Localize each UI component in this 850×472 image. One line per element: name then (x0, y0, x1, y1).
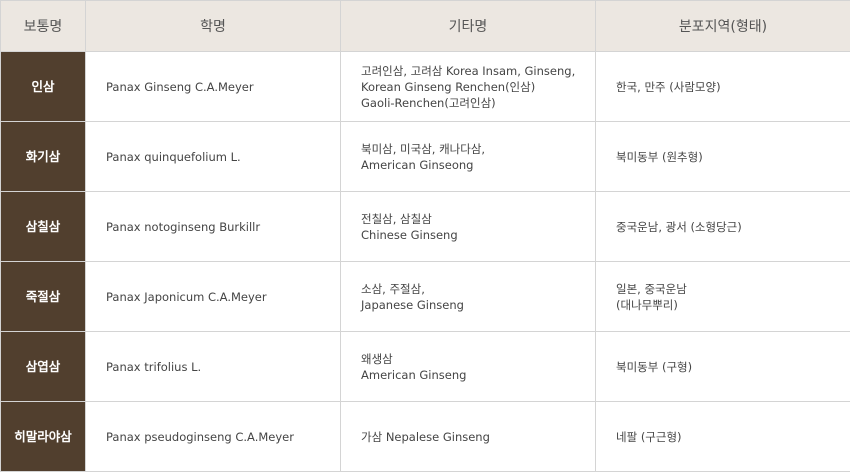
other-line: 고려인삼, 고려삼 Korea Insam, Ginseng, (361, 63, 595, 79)
other-cell: 가삼 Nepalese Ginseng (341, 402, 596, 472)
other-line: 전칠삼, 삼칠삼 (361, 211, 595, 227)
region-cell: 북미동부 (원추형) (596, 122, 850, 192)
other-line: Chinese Ginseng (361, 227, 595, 243)
scientific-name-cell: Panax trifolius L. (86, 332, 341, 402)
region-line: (대나무뿌리) (616, 297, 850, 313)
other-line: 소삼, 주절삼, (361, 281, 595, 297)
common-name-cell: 히말라야삼 (1, 402, 86, 472)
column-header: 보통명 (1, 1, 86, 52)
common-name-cell: 화기삼 (1, 122, 86, 192)
column-header: 기타명 (341, 1, 596, 52)
region-cell: 북미동부 (구형) (596, 332, 850, 402)
column-header: 분포지역(형태) (596, 1, 850, 52)
scientific-name-cell: Panax Japonicum C.A.Meyer (86, 262, 341, 332)
other-line: American Ginseng (361, 367, 595, 383)
other-line: 북미삼, 미국삼, 캐나다삼, (361, 141, 595, 157)
region-line: 한국, 만주 (사람모양) (616, 79, 850, 95)
scientific-name-cell: Panax quinquefolium L. (86, 122, 341, 192)
region-line: 북미동부 (구형) (616, 359, 850, 375)
common-name-cell: 삼엽삼 (1, 332, 86, 402)
other-line: 가삼 Nepalese Ginseng (361, 429, 595, 445)
region-cell: 일본, 중국운남(대나무뿌리) (596, 262, 850, 332)
region-line: 북미동부 (원추형) (616, 149, 850, 165)
column-header: 학명 (86, 1, 341, 52)
region-line: 네팔 (구근형) (616, 429, 850, 445)
region-line: 일본, 중국운남 (616, 281, 850, 297)
other-cell: 고려인삼, 고려삼 Korea Insam, Ginseng,Korean Gi… (341, 52, 596, 122)
other-line: Japanese Ginseng (361, 297, 595, 313)
region-cell: 한국, 만주 (사람모양) (596, 52, 850, 122)
region-cell: 중국운남, 광서 (소형당근) (596, 192, 850, 262)
scientific-name-cell: Panax notoginseng Burkillr (86, 192, 341, 262)
other-line: American Ginseong (361, 157, 595, 173)
common-name-cell: 인삼 (1, 52, 86, 122)
other-line: 왜생삼 (361, 351, 595, 367)
other-line: Korean Ginseng Renchen(인삼) (361, 79, 595, 95)
region-line: 중국운남, 광서 (소형당근) (616, 219, 850, 235)
region-cell: 네팔 (구근형) (596, 402, 850, 472)
other-cell: 소삼, 주절삼,Japanese Ginseng (341, 262, 596, 332)
common-name-cell: 삼칠삼 (1, 192, 86, 262)
common-name-cell: 죽절삼 (1, 262, 86, 332)
scientific-name-cell: Panax Ginseng C.A.Meyer (86, 52, 341, 122)
other-line: Gaoli-Renchen(고려인삼) (361, 95, 595, 111)
scientific-name-cell: Panax pseudoginseng C.A.Meyer (86, 402, 341, 472)
other-cell: 북미삼, 미국삼, 캐나다삼,American Ginseong (341, 122, 596, 192)
